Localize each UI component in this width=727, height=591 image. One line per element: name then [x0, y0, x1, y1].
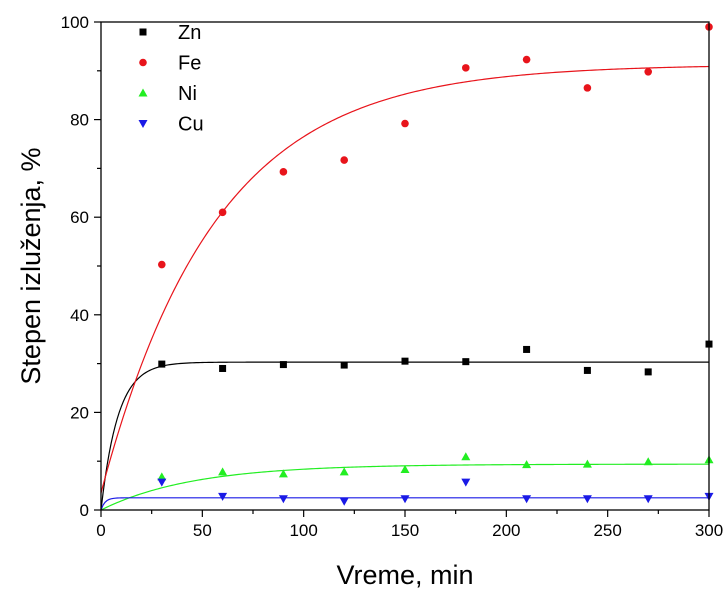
y-tick-label: 0	[80, 501, 89, 520]
fit-curve-zn	[100, 361, 709, 511]
data-point-cu	[157, 478, 167, 487]
data-point-fe	[522, 55, 531, 64]
fit-curve-fe	[100, 65, 710, 494]
data-point-zn	[401, 357, 409, 365]
data-point-ni	[522, 460, 532, 469]
data-point-ni	[400, 464, 410, 473]
y-axis: 0 20 40 60 80 100	[61, 13, 101, 520]
data-point-cu	[400, 495, 410, 504]
x-tick-label: 300	[695, 521, 723, 540]
data-point-cu	[582, 495, 592, 504]
x-tick-label: 100	[289, 521, 317, 540]
legend-marker-cu	[138, 120, 148, 128]
data-point-cu	[218, 492, 228, 501]
data-point-fe	[462, 64, 470, 72]
data-point-cu	[522, 495, 532, 504]
data-point-fe	[401, 119, 409, 128]
legend-label-zn: Zn	[178, 22, 201, 44]
data-point-ni	[157, 472, 167, 481]
x-axis-title: Vreme, min	[336, 560, 473, 590]
data-point-ni	[218, 467, 228, 476]
legend-label-fe: Fe	[178, 53, 201, 75]
legend-marker-ni	[138, 88, 148, 97]
data-point-ni	[461, 452, 471, 461]
y-axis-title: Stepen izluženja, %	[16, 147, 46, 384]
x-tick-label: 50	[193, 521, 212, 540]
data-point-fe	[218, 208, 227, 217]
data-point-zn	[219, 364, 227, 372]
data-point-cu	[278, 495, 288, 504]
data-point-fe	[340, 156, 349, 164]
data-point-zn	[583, 366, 591, 374]
y-tick-label: 60	[70, 208, 89, 227]
data-point-fe	[583, 84, 592, 92]
data-point-zn	[158, 360, 166, 368]
data-point-zn	[523, 345, 531, 353]
data-point-fe	[158, 260, 166, 269]
data-point-cu	[461, 478, 471, 487]
data-point-zn	[462, 358, 470, 366]
data-point-cu	[339, 497, 349, 506]
data-point-fe	[279, 168, 288, 176]
data-point-ni	[339, 467, 349, 476]
x-tick-label: 150	[391, 521, 419, 540]
data-points	[157, 23, 714, 506]
x-axis: 0 50 100 150 200 250 300	[96, 510, 723, 540]
y-tick-label: 20	[70, 403, 89, 422]
data-point-fe	[644, 67, 652, 76]
legend-label-cu: Cu	[178, 114, 204, 136]
legend-marker-fe	[139, 58, 147, 67]
y-tick-label: 80	[70, 111, 89, 130]
data-point-cu	[643, 495, 653, 504]
data-point-ni	[643, 457, 653, 466]
x-tick-label: 0	[96, 521, 105, 540]
data-point-zn	[279, 361, 287, 369]
x-tick-label: 200	[492, 521, 520, 540]
x-tick-label: 250	[593, 521, 621, 540]
y-tick-label: 40	[70, 306, 89, 325]
y-tick-label: 100	[61, 13, 89, 32]
legend-label-ni: Ni	[178, 83, 197, 105]
data-point-zn	[340, 361, 348, 369]
data-point-ni	[278, 469, 288, 478]
data-point-zn	[644, 368, 652, 376]
legend: Zn Fe Ni Cu	[138, 22, 204, 136]
data-point-ni	[582, 459, 592, 468]
legend-marker-zn	[139, 28, 147, 36]
